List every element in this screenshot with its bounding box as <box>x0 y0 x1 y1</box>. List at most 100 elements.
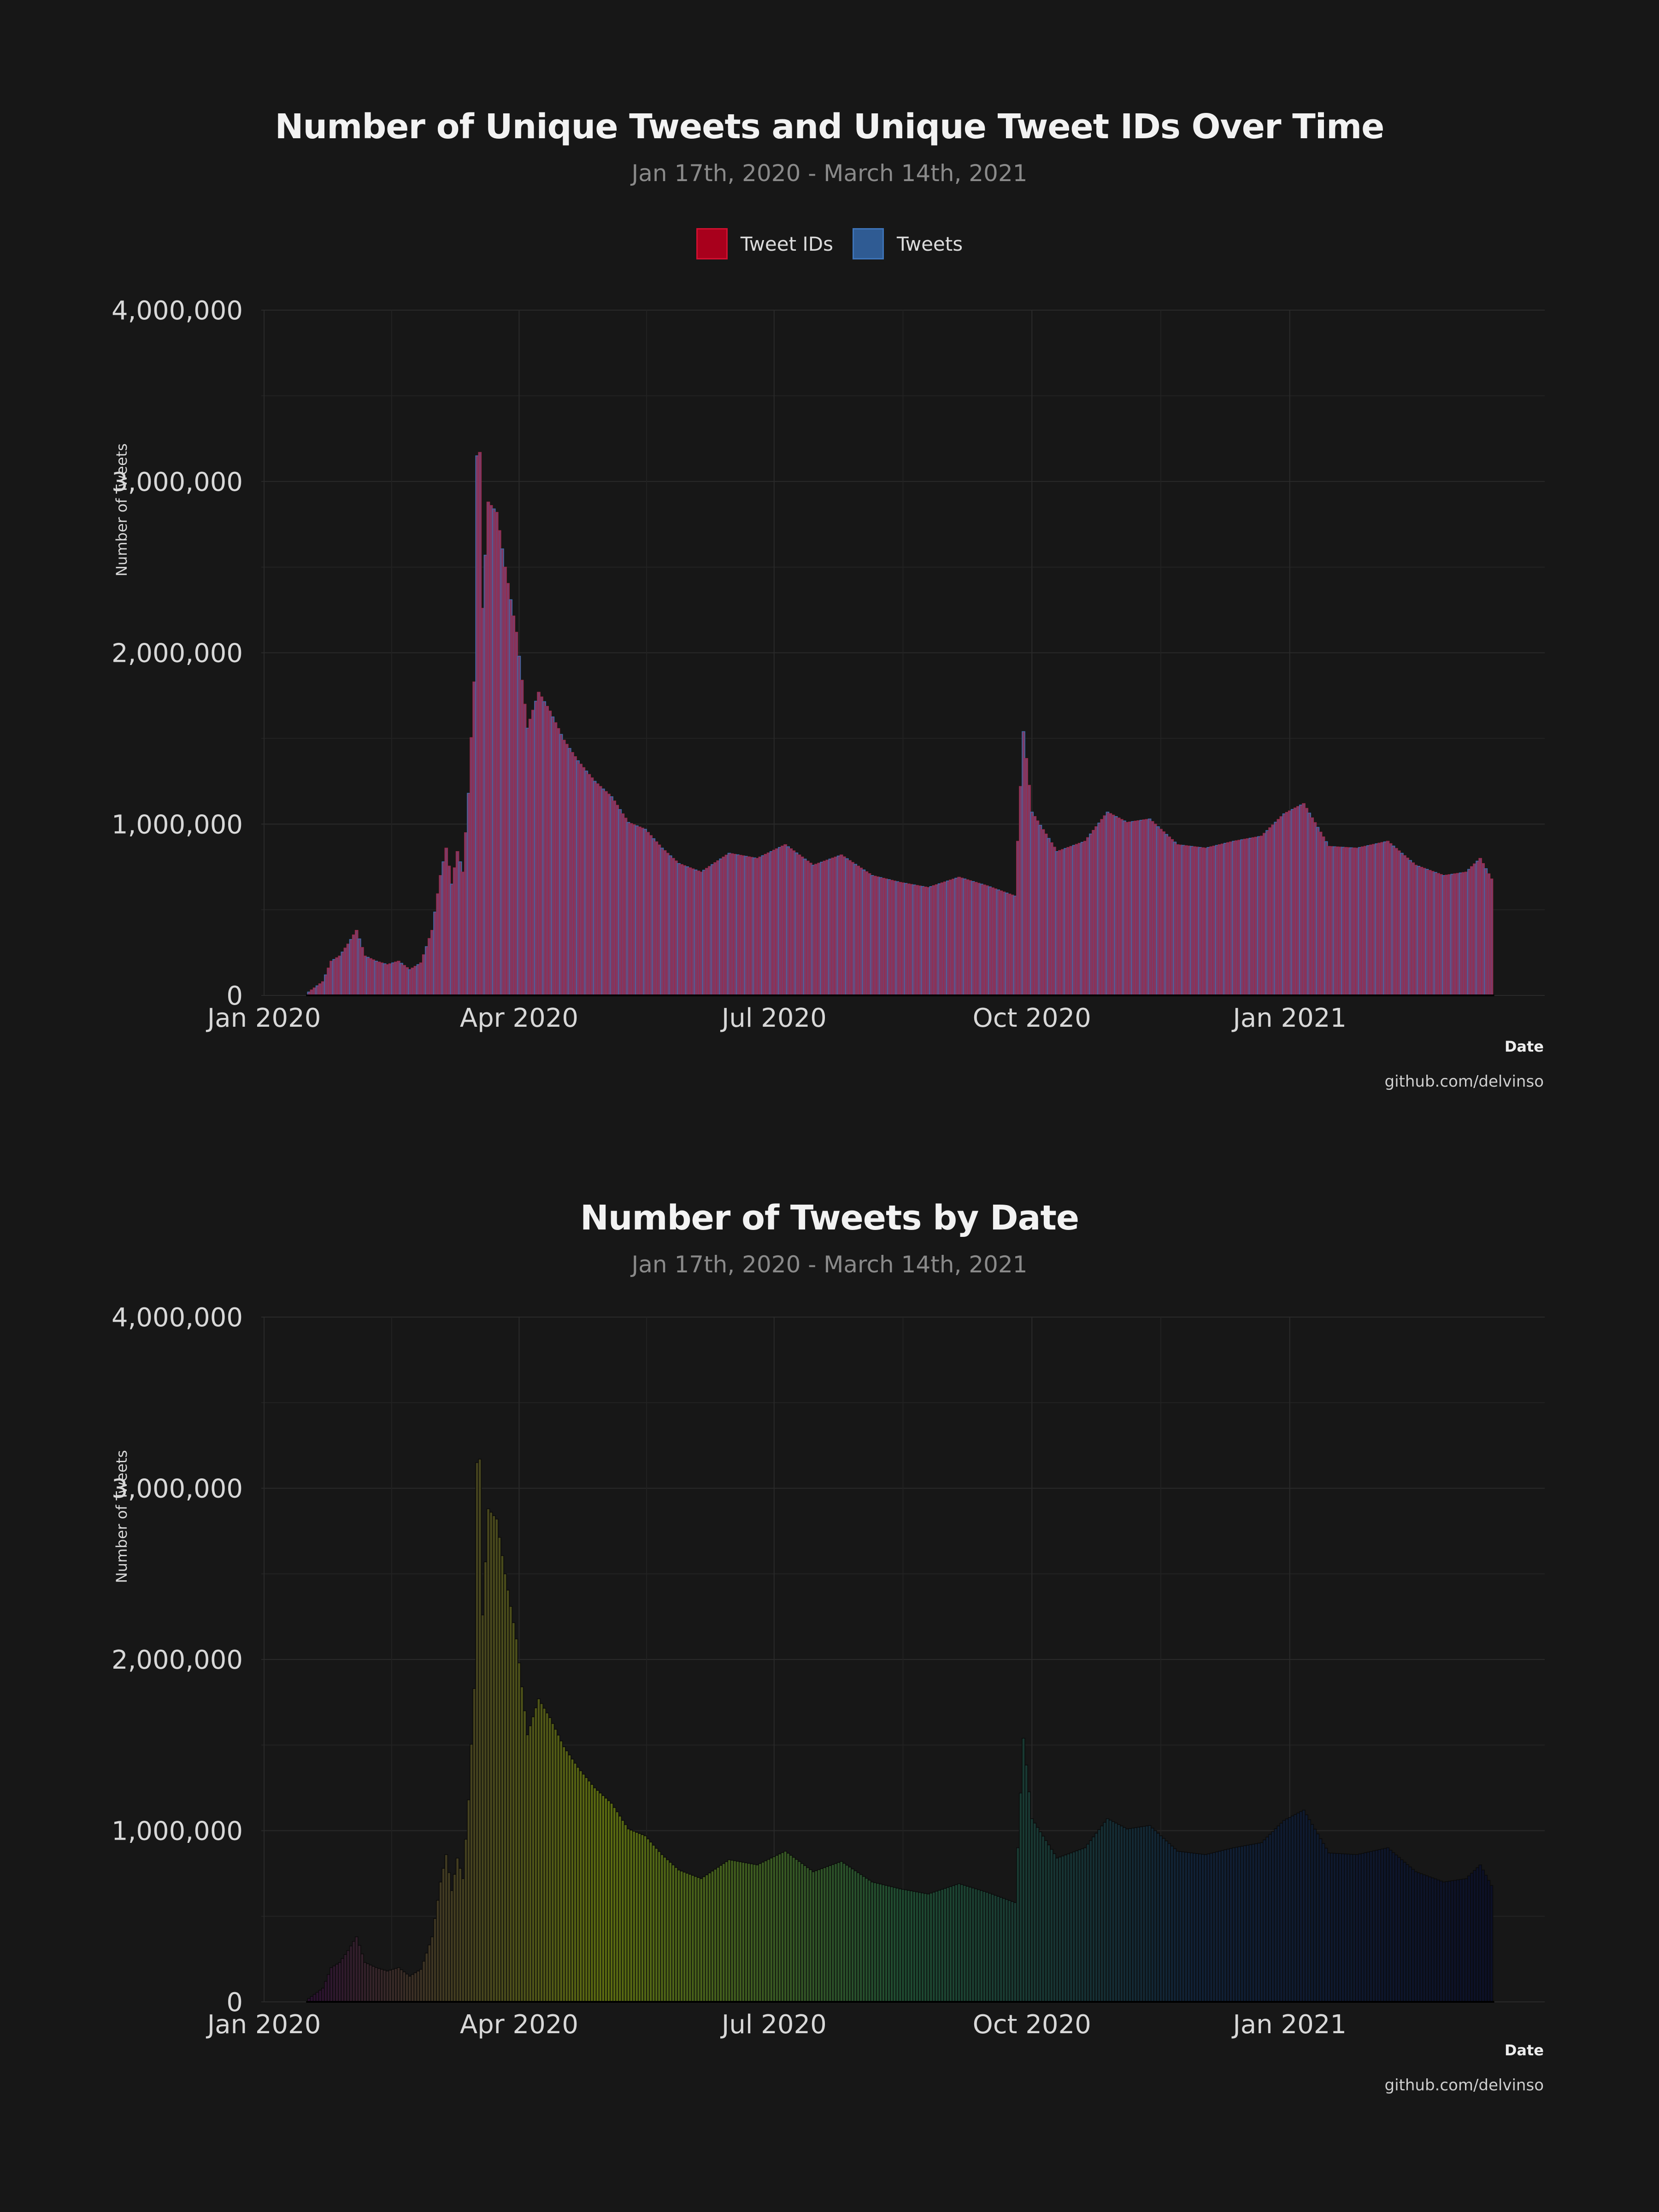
bar <box>573 756 577 996</box>
bar <box>1313 1829 1317 2002</box>
bar <box>682 865 686 996</box>
bar <box>722 1863 726 2002</box>
bar <box>1111 814 1115 996</box>
bar <box>825 1866 830 2002</box>
x-tick-label: Jul 2020 <box>720 1003 827 1033</box>
bar <box>1377 842 1382 996</box>
bar <box>1375 1850 1378 2002</box>
bar <box>1167 1843 1171 2002</box>
bar <box>461 871 465 996</box>
bar <box>1106 1818 1110 2002</box>
bar <box>831 858 835 996</box>
bar <box>629 823 633 996</box>
bar <box>1321 1843 1325 2002</box>
bar <box>528 1725 532 2002</box>
bar <box>500 1555 504 2002</box>
bar <box>565 1750 569 2002</box>
bar <box>1047 1844 1051 2002</box>
bar <box>1489 1885 1494 2002</box>
bar <box>1218 844 1222 996</box>
bar <box>1083 841 1087 996</box>
bar <box>545 1712 549 2002</box>
bar <box>766 1859 771 2002</box>
bar <box>680 1871 683 2002</box>
bar <box>940 882 944 996</box>
bar <box>1033 816 1037 996</box>
bar <box>688 867 692 996</box>
bar <box>1288 810 1292 996</box>
bar <box>1388 1850 1393 2002</box>
bar <box>464 832 468 996</box>
bar <box>1459 872 1463 996</box>
bar <box>890 1886 894 2002</box>
bar <box>974 1888 978 2002</box>
bar <box>503 1573 507 2002</box>
bar <box>1055 1858 1059 2002</box>
bar <box>1453 1880 1457 2002</box>
bar <box>1125 822 1129 996</box>
bar <box>1397 850 1401 996</box>
bar <box>624 818 628 996</box>
bar <box>657 844 661 996</box>
bar <box>996 889 1000 996</box>
bar <box>769 851 773 996</box>
bar <box>794 852 799 996</box>
bar <box>1461 1878 1465 2002</box>
bar <box>727 853 731 996</box>
bar <box>1464 1878 1468 2002</box>
bar <box>716 860 720 996</box>
bar <box>439 1882 442 2002</box>
bar <box>904 1889 908 2002</box>
bar <box>769 1858 773 2002</box>
bar <box>1058 1856 1062 2002</box>
bar <box>839 1861 843 2002</box>
bar <box>1139 1826 1143 2002</box>
bar <box>893 880 897 996</box>
bar <box>441 1868 446 2002</box>
bar <box>809 1869 812 2002</box>
bar <box>882 877 885 996</box>
bar <box>1282 813 1286 996</box>
bar <box>828 1865 832 2002</box>
y-tick-label: 2,000,000 <box>112 1645 243 1675</box>
bar <box>1111 1821 1115 2002</box>
y-tick-label: 4,000,000 <box>112 1303 243 1333</box>
bar <box>1134 820 1137 996</box>
bar <box>439 875 442 996</box>
bar <box>447 865 451 996</box>
bar <box>486 1508 490 2002</box>
bar <box>1248 1844 1253 2002</box>
bar <box>1232 1847 1235 2002</box>
bar <box>932 1892 936 2002</box>
bar <box>517 1662 521 2002</box>
bar <box>758 1863 762 2002</box>
bar <box>895 881 900 996</box>
bar <box>974 882 978 996</box>
bar <box>430 930 434 996</box>
bar <box>1403 1862 1406 2002</box>
bar <box>794 1859 799 2002</box>
bar <box>1447 874 1452 996</box>
bar <box>677 863 681 996</box>
bar <box>453 867 457 996</box>
bar <box>747 1863 751 2002</box>
bar <box>571 752 574 996</box>
bar <box>461 1878 465 2002</box>
bar <box>494 1518 499 2002</box>
bar <box>1364 1852 1367 2002</box>
bar <box>520 680 524 996</box>
bar <box>1422 868 1426 996</box>
bar <box>996 1896 1000 2002</box>
bar <box>528 718 532 996</box>
bar <box>1066 847 1071 996</box>
bar <box>1218 1851 1222 2002</box>
bar <box>483 554 488 996</box>
bar <box>702 870 706 996</box>
bar <box>1467 1875 1471 2002</box>
bar <box>405 967 409 996</box>
bar <box>318 983 322 996</box>
bar <box>1327 1853 1331 2002</box>
bar <box>422 1961 426 2002</box>
bar <box>982 884 986 996</box>
bar <box>789 848 793 996</box>
